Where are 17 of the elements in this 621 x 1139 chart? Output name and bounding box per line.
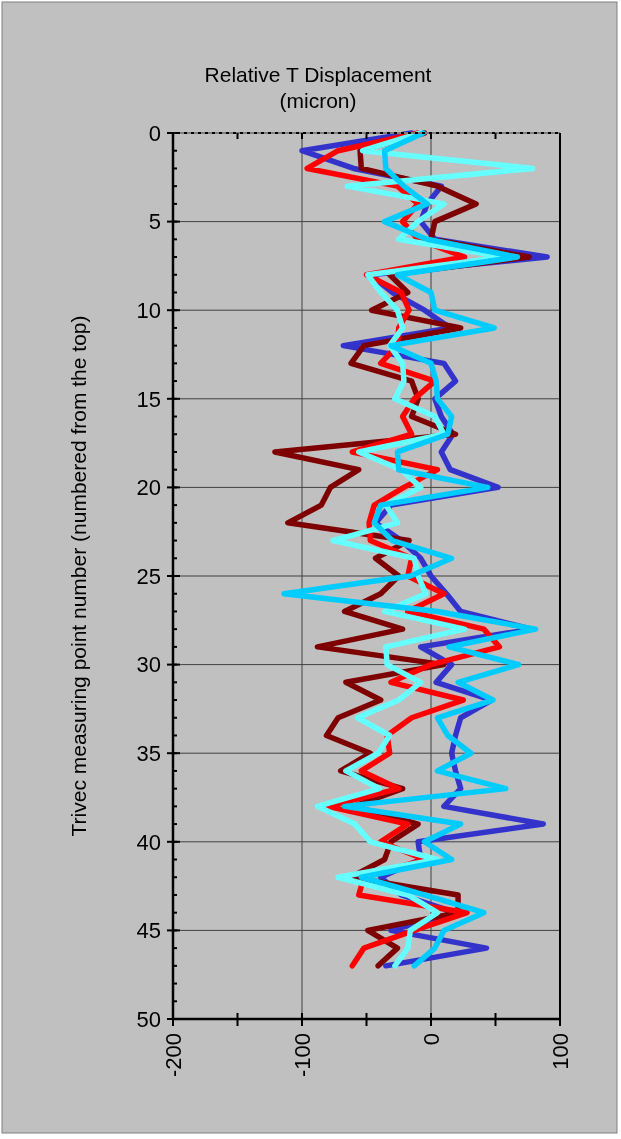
- x-tick-label: 100: [547, 1033, 573, 1070]
- y-axis-title: Trivec measuring point number (numbered from the top): [67, 315, 90, 837]
- y-tick-label: 5: [148, 209, 161, 235]
- y-tick-label: 25: [136, 563, 161, 589]
- y-tick-label: 30: [136, 652, 161, 678]
- x-tick-label: -200: [160, 1033, 186, 1078]
- x-tick-label: 0: [418, 1033, 444, 1046]
- y-tick-label: 50: [136, 1006, 161, 1032]
- y-tick-label: 15: [136, 386, 161, 412]
- y-tick-label: 35: [136, 740, 161, 766]
- y-tick-label: 0: [148, 120, 161, 146]
- y-tick-label: 45: [136, 918, 161, 944]
- y-tick-label: 10: [136, 297, 161, 323]
- x-tick-label: -100: [289, 1033, 315, 1078]
- y-tick-label: 40: [136, 829, 161, 855]
- x-axis-title: Relative T Displacement (micron): [204, 63, 432, 112]
- y-tick-label: 20: [136, 475, 161, 501]
